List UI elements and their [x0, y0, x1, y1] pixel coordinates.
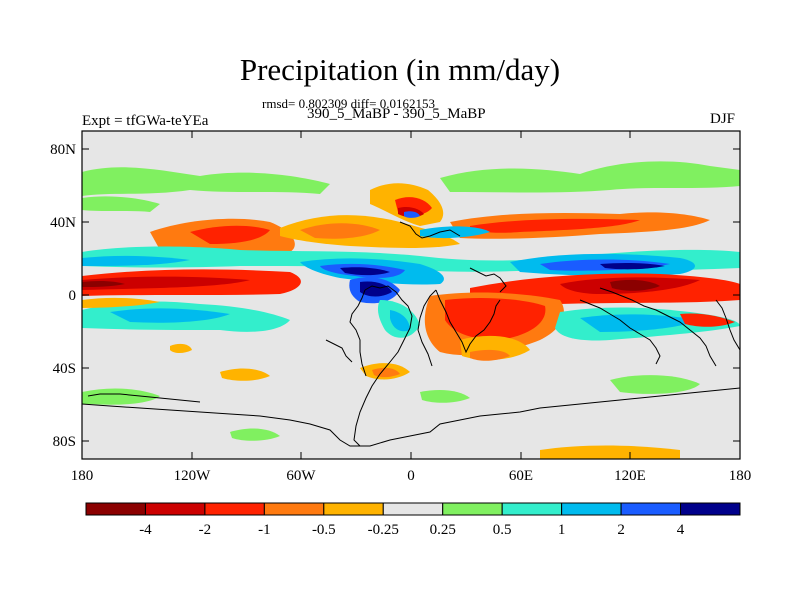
- colorbar-swatch: [323, 502, 384, 516]
- precip-field: [82, 161, 740, 459]
- y-axis-ticks: [82, 148, 740, 442]
- x-tick-label: 120W: [174, 468, 212, 484]
- colorbar-swatch: [85, 502, 146, 516]
- colorbar-labels: -4 -2 -1 -0.5 -0.25 0.25 0.5 1 2 4: [139, 522, 685, 538]
- x-tick-label: 60E: [509, 468, 533, 484]
- colorbar-label: -0.25: [368, 522, 399, 538]
- experiment-label: Expt = tfGWa-teYEa: [82, 113, 209, 129]
- season-label: DJF: [710, 111, 736, 127]
- colorbar-swatch: [204, 502, 265, 516]
- colorbar-label: 4: [677, 522, 685, 538]
- colorbar-swatch: [442, 502, 503, 516]
- colorbar-label: -2: [199, 522, 212, 538]
- x-tick-label: 180: [729, 468, 752, 484]
- colorbar-swatch: [501, 502, 563, 516]
- colorbar: [85, 502, 741, 516]
- colorbar-swatch: [561, 502, 622, 516]
- plot-title: Precipitation (in mm/day): [239, 52, 561, 87]
- y-tick-label: 40N: [50, 215, 76, 231]
- colorbar-label: 2: [617, 522, 625, 538]
- y-tick-label: 40S: [53, 361, 76, 377]
- colorbar-label: 0.5: [493, 522, 512, 538]
- x-tick-label: 0: [407, 468, 415, 484]
- colorbar-label: 1: [558, 522, 566, 538]
- x-tick-label: 180: [71, 468, 94, 484]
- colorbar-swatch: [263, 502, 325, 516]
- colorbar-label: -0.5: [312, 522, 336, 538]
- colorbar-swatch: [144, 502, 206, 516]
- case-names: 390_5_MaBP - 390_5_MaBP: [307, 106, 486, 122]
- x-axis-ticks: [81, 131, 741, 459]
- colorbar-label: -1: [258, 522, 271, 538]
- y-tick-label: 80N: [50, 142, 76, 158]
- coastlines: [82, 221, 740, 447]
- colorbar-swatch: [382, 502, 444, 516]
- colorbar-swatch: [680, 502, 741, 516]
- colorbar-label: 0.25: [430, 522, 456, 538]
- x-tick-label: 120E: [614, 468, 646, 484]
- colorbar-label: -4: [139, 522, 152, 538]
- x-tick-label: 60W: [286, 468, 316, 484]
- colorbar-swatch: [620, 502, 682, 516]
- stats-line: rmsd= 0.802309 diff= 0.0162153: [262, 96, 435, 111]
- y-tick-label: 0: [69, 288, 77, 304]
- y-tick-label: 80S: [53, 434, 76, 450]
